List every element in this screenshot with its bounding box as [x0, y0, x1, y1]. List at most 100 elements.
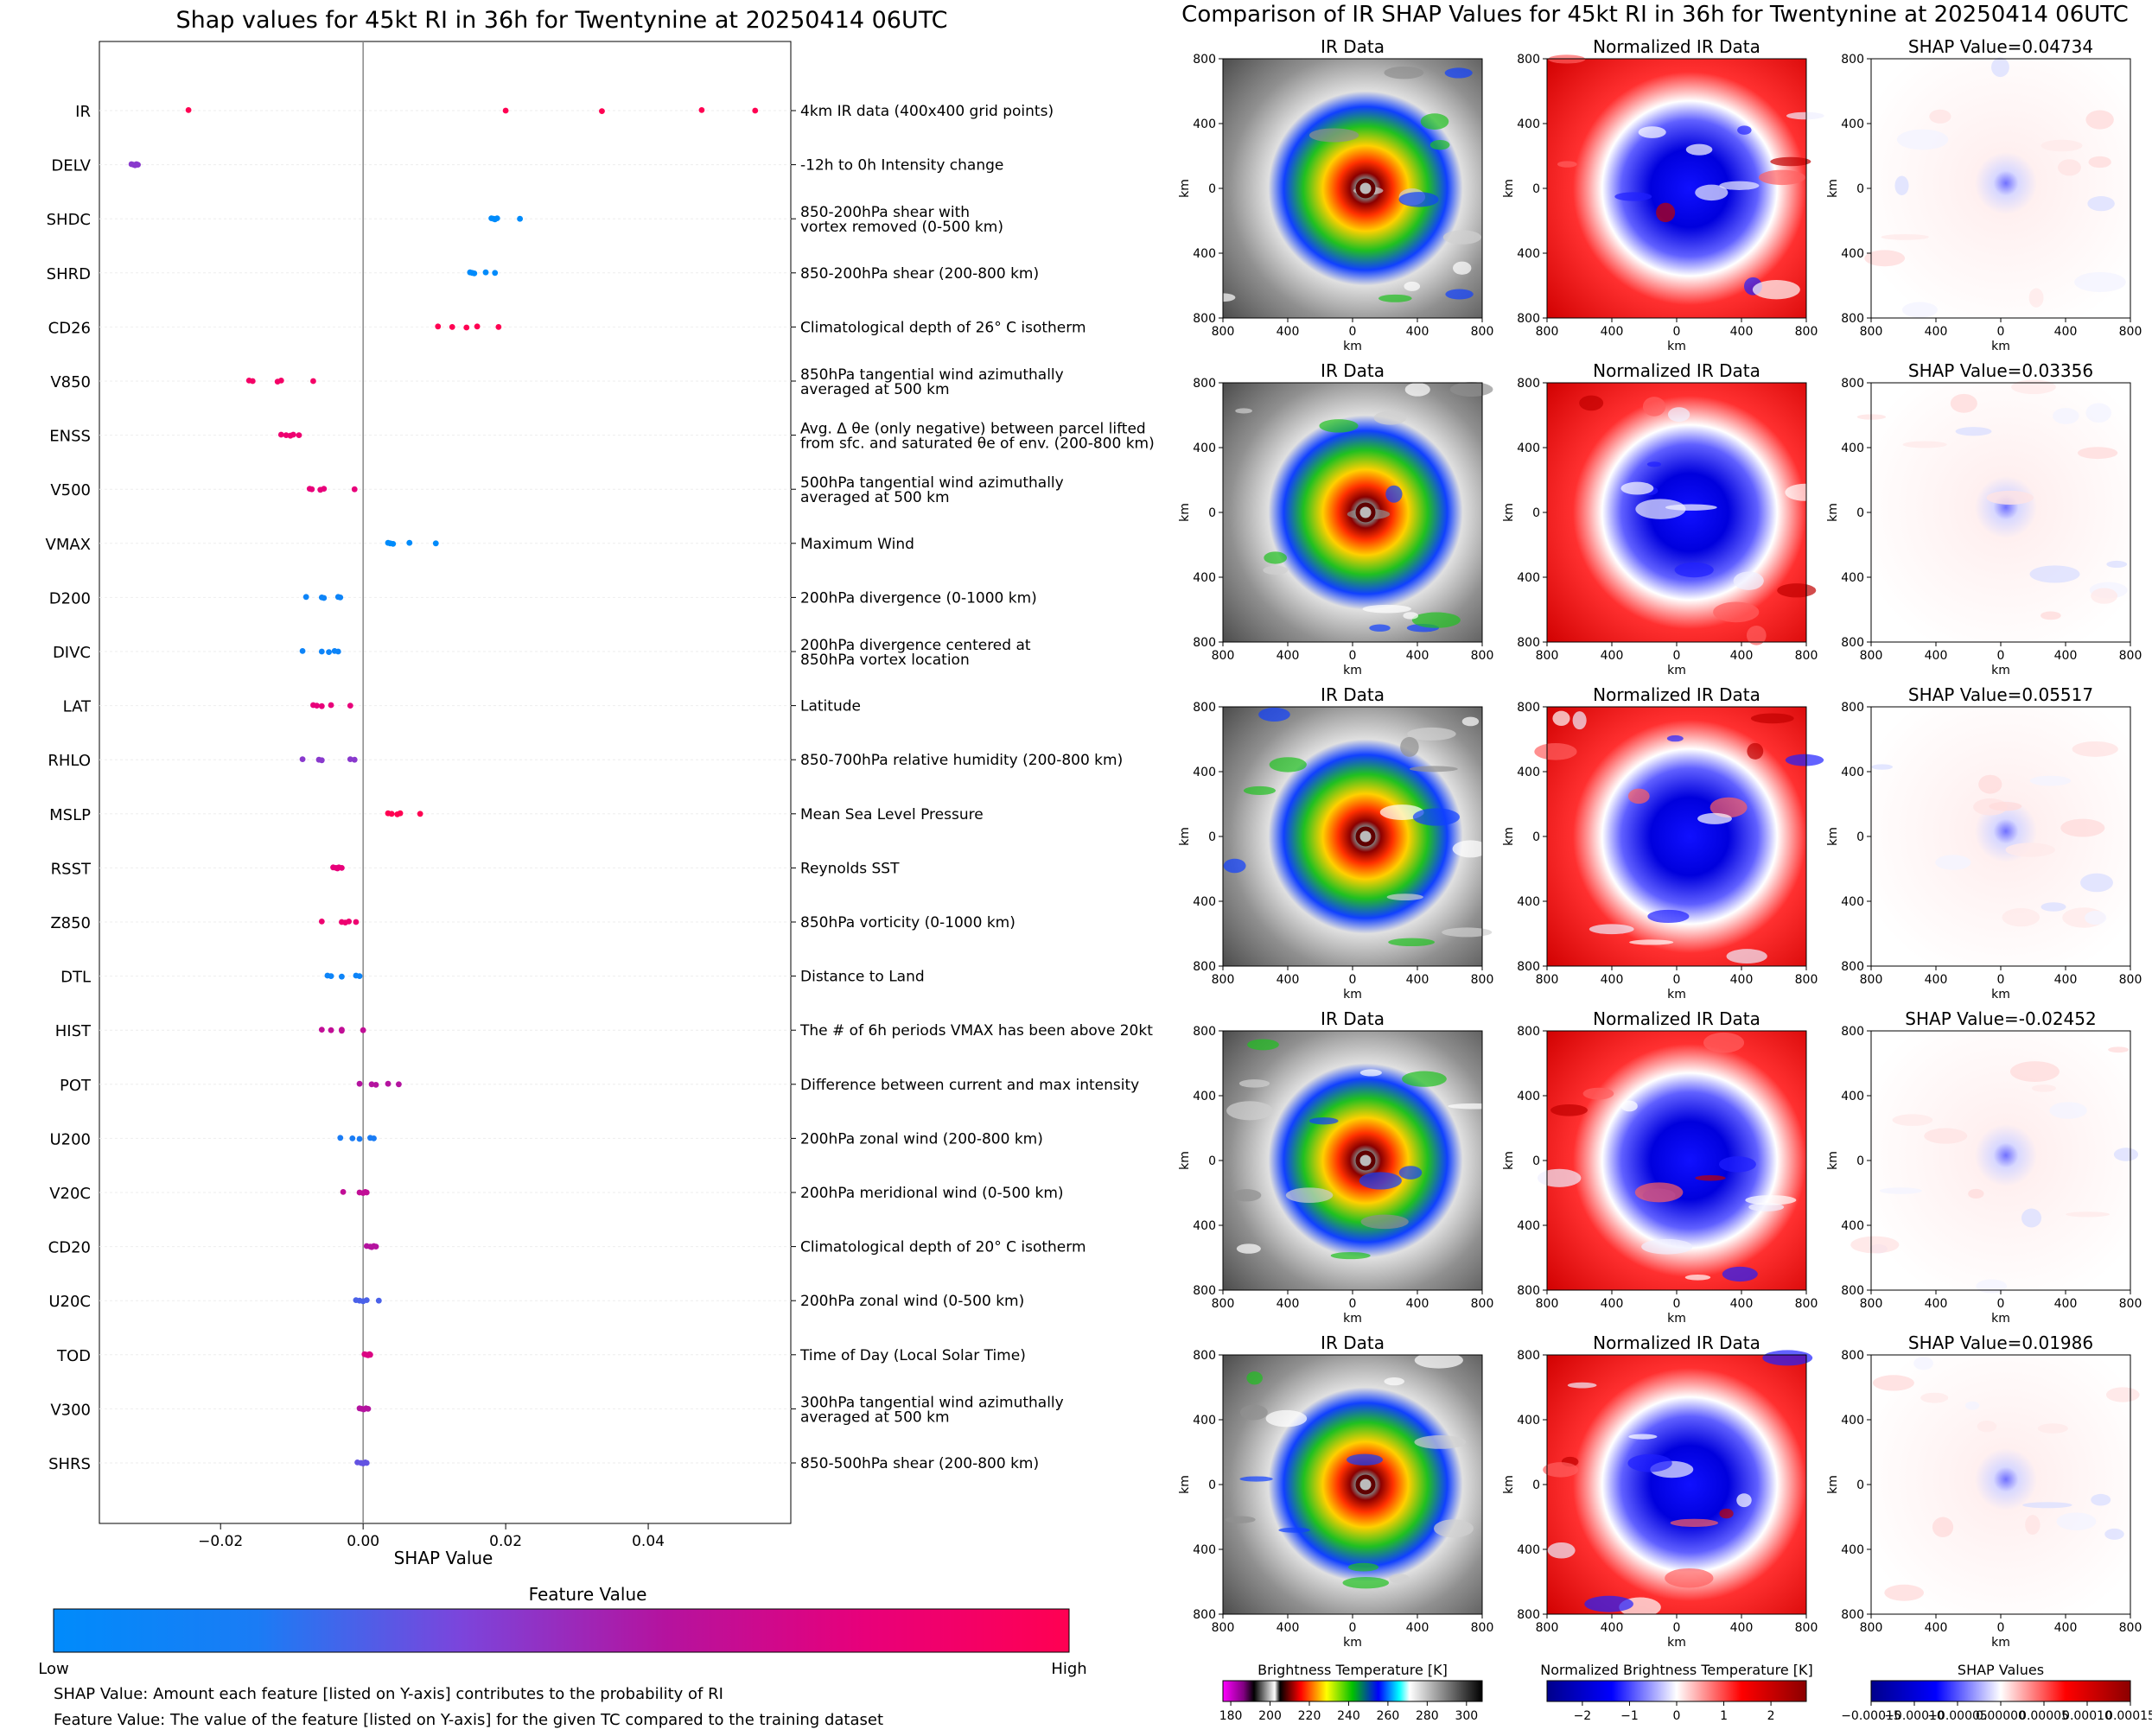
texture-blob — [1386, 893, 1423, 900]
feature-description-label: averaged at 500 km — [800, 489, 950, 506]
texture-blob — [1235, 408, 1252, 414]
texture-blob — [1950, 393, 1977, 413]
feature-description-label: 300hPa tangential wind azimuthally — [800, 1394, 1064, 1411]
feature-description-label: 200hPa divergence (0-1000 km) — [800, 589, 1037, 607]
x-tick-label: 400 — [1601, 973, 1624, 987]
x-axis-label: km — [1667, 340, 1686, 353]
y-tick-label: 400 — [1193, 247, 1216, 261]
texture-blob — [1258, 707, 1290, 722]
texture-blob — [1635, 499, 1686, 519]
shap-point — [517, 215, 523, 222]
texture-blob — [1442, 927, 1493, 938]
y-tick-label: 800 — [1517, 1025, 1540, 1039]
texture-blob — [1360, 1214, 1409, 1230]
shap-point — [388, 811, 395, 817]
texture-blob — [1411, 612, 1461, 628]
ir-panel-r2-c3: SHAP Value=0.033568008004004000040040080… — [1826, 360, 2142, 677]
shap-point — [372, 1082, 379, 1088]
y-tick-label: 0 — [1856, 506, 1864, 520]
x-tick-label: 0.04 — [632, 1533, 665, 1550]
texture-blob — [1404, 281, 1421, 291]
texture-blob — [1543, 1462, 1579, 1478]
feature-code-label: MSLP — [49, 806, 91, 824]
x-axis-label: SHAP Value — [394, 1548, 493, 1568]
feature-row-ir: IR 4km IR data (400x400 grid points) — [75, 103, 1054, 121]
y-tick-label: 400 — [1841, 1219, 1864, 1233]
texture-blob — [2088, 156, 2111, 169]
feature-rows: IR 4km IR data (400x400 grid points) DELV -… — [46, 103, 1155, 1473]
texture-blob — [1347, 1562, 1379, 1572]
texture-blob — [2041, 902, 2066, 912]
feature-code-label: U200 — [49, 1130, 91, 1148]
texture-blob — [1737, 125, 1752, 135]
feature-description-label: 200hPa zonal wind (200-800 km) — [800, 1130, 1043, 1148]
y-axis-label: km — [1502, 503, 1516, 522]
ir-panel-r4-c2: Normalized IR Data8008004004000040040080… — [1502, 1008, 1818, 1326]
shap-point — [365, 1406, 372, 1412]
x-axis-label: km — [1991, 664, 2010, 677]
texture-blob — [2053, 407, 2079, 424]
x-tick-label: 400 — [1277, 973, 1300, 987]
x-tick-label: 800 — [1212, 325, 1235, 339]
texture-blob — [1620, 1100, 1638, 1112]
feature-description-label: 850hPa tangential wind azimuthally — [800, 366, 1064, 384]
x-tick-label: 800 — [1212, 1297, 1235, 1311]
y-tick-label: 800 — [1193, 377, 1216, 391]
x-tick-label: 0 — [1349, 325, 1357, 339]
shap-point — [363, 1297, 370, 1303]
texture-blob — [1232, 1189, 1262, 1202]
y-tick-label: 400 — [1841, 247, 1864, 261]
panel-title: Normalized IR Data — [1593, 1332, 1760, 1353]
feature-code-label: HIST — [55, 1022, 92, 1040]
feature-code-label: V300 — [50, 1401, 91, 1419]
panel-title: SHAP Value=0.04734 — [1908, 36, 2093, 57]
y-tick-label: 800 — [1193, 1025, 1216, 1039]
texture-blob — [1269, 757, 1307, 773]
texture-blob — [1384, 66, 1424, 79]
y-tick-label: 400 — [1193, 1543, 1216, 1557]
panel-title: Normalized IR Data — [1593, 1008, 1760, 1029]
texture-blob — [1750, 713, 1794, 724]
x-tick-label: 800 — [1212, 1621, 1235, 1635]
feature-description-label: Mean Sea Level Pressure — [800, 806, 984, 823]
texture-blob — [1378, 294, 1412, 302]
shap-point — [599, 108, 605, 114]
y-tick-label: 800 — [1517, 53, 1540, 67]
colorbar-low-label: Low — [38, 1660, 68, 1678]
x-tick-label: 400 — [1730, 1297, 1754, 1311]
y-tick-label: 800 — [1193, 53, 1216, 67]
shap-point — [432, 540, 439, 547]
texture-blob — [1362, 604, 1411, 614]
y-tick-label: 400 — [1193, 1414, 1216, 1428]
x-tick-label: 400 — [1406, 973, 1429, 987]
feature-code-label: LAT — [63, 698, 92, 716]
colorbar-tick-label: 280 — [1416, 1709, 1439, 1723]
x-tick-label: 400 — [1277, 325, 1300, 339]
x-tick-label: 800 — [1795, 325, 1818, 339]
x-tick-label: 800 — [1536, 1621, 1559, 1635]
shap-point — [368, 1081, 375, 1088]
texture-blob — [1239, 1404, 1268, 1421]
y-axis-label: km — [1502, 1475, 1516, 1494]
y-axis-label: km — [1502, 179, 1516, 198]
y-tick-label: 400 — [1193, 442, 1216, 455]
x-axis-label: km — [1343, 664, 1362, 677]
texture-blob — [1978, 774, 2002, 794]
texture-blob — [1223, 858, 1246, 874]
colorbar-1: Brightness Temperature [K] 180 200 220 240 26… — [1219, 1662, 1483, 1723]
texture-blob — [1770, 156, 1811, 167]
y-tick-label: 800 — [1193, 312, 1216, 326]
panel-title: SHAP Value=0.05517 — [1908, 684, 2093, 705]
texture-blob — [2066, 1211, 2111, 1218]
x-tick-label: 800 — [2119, 325, 2142, 339]
x-axis-label: km — [1667, 1636, 1686, 1650]
feature-code-label: RHLO — [48, 752, 91, 770]
ir-panel-r3-c3: SHAP Value=0.055178008004004000040040080… — [1826, 684, 2142, 1002]
y-tick-label: 800 — [1193, 1608, 1216, 1622]
y-tick-label: 0 — [1208, 830, 1216, 844]
texture-blob — [1445, 289, 1474, 300]
y-tick-label: 800 — [1841, 1025, 1864, 1039]
shap-point — [290, 431, 296, 438]
y-tick-label: 0 — [1856, 1478, 1864, 1492]
